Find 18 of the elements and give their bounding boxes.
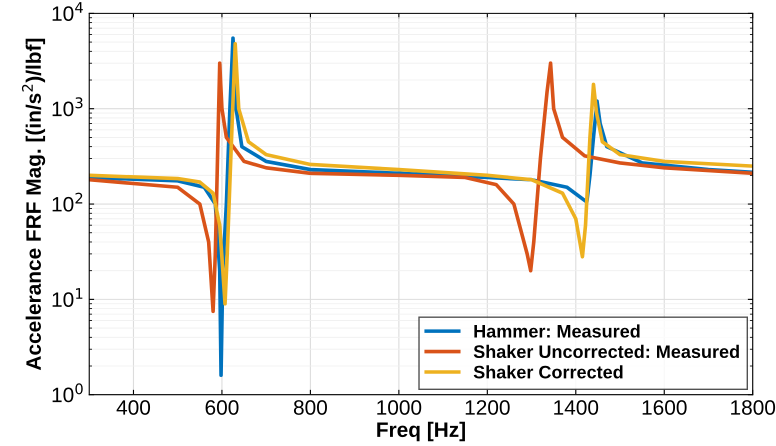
x-tick-label: 1200 (466, 400, 510, 415)
x-tick-label: 1400 (554, 400, 598, 415)
x-tick-label: 800 (294, 400, 327, 415)
x-tick-label: 1600 (642, 400, 687, 415)
x-tick-label: 1800 (731, 400, 776, 415)
x-axis-title: Freq [Hz] (377, 422, 465, 442)
y-tick-label: 10$^{1}$ (52, 288, 82, 307)
y-tick-label: 10$^{4}$ (52, 2, 83, 21)
y-tick-label: 10$^{2}$ (52, 192, 82, 212)
x-tick-label: 400 (116, 400, 150, 415)
y-tick-label: 10$^{3}$ (52, 97, 83, 116)
y-tick-label: 10$^{0}$ (52, 383, 83, 402)
x-tick-label: 1000 (377, 400, 422, 415)
legend-label: Shaker Corrected (474, 365, 623, 378)
y-axis-title: Accelerance FRF Mag. [(in/s$^{2}$)/lbf] (22, 38, 46, 370)
legend-label: Hammer: Measured (474, 324, 640, 338)
x-tick-label: 600 (206, 400, 239, 415)
legend-label: Shaker Uncorrected: Measured (474, 344, 739, 358)
